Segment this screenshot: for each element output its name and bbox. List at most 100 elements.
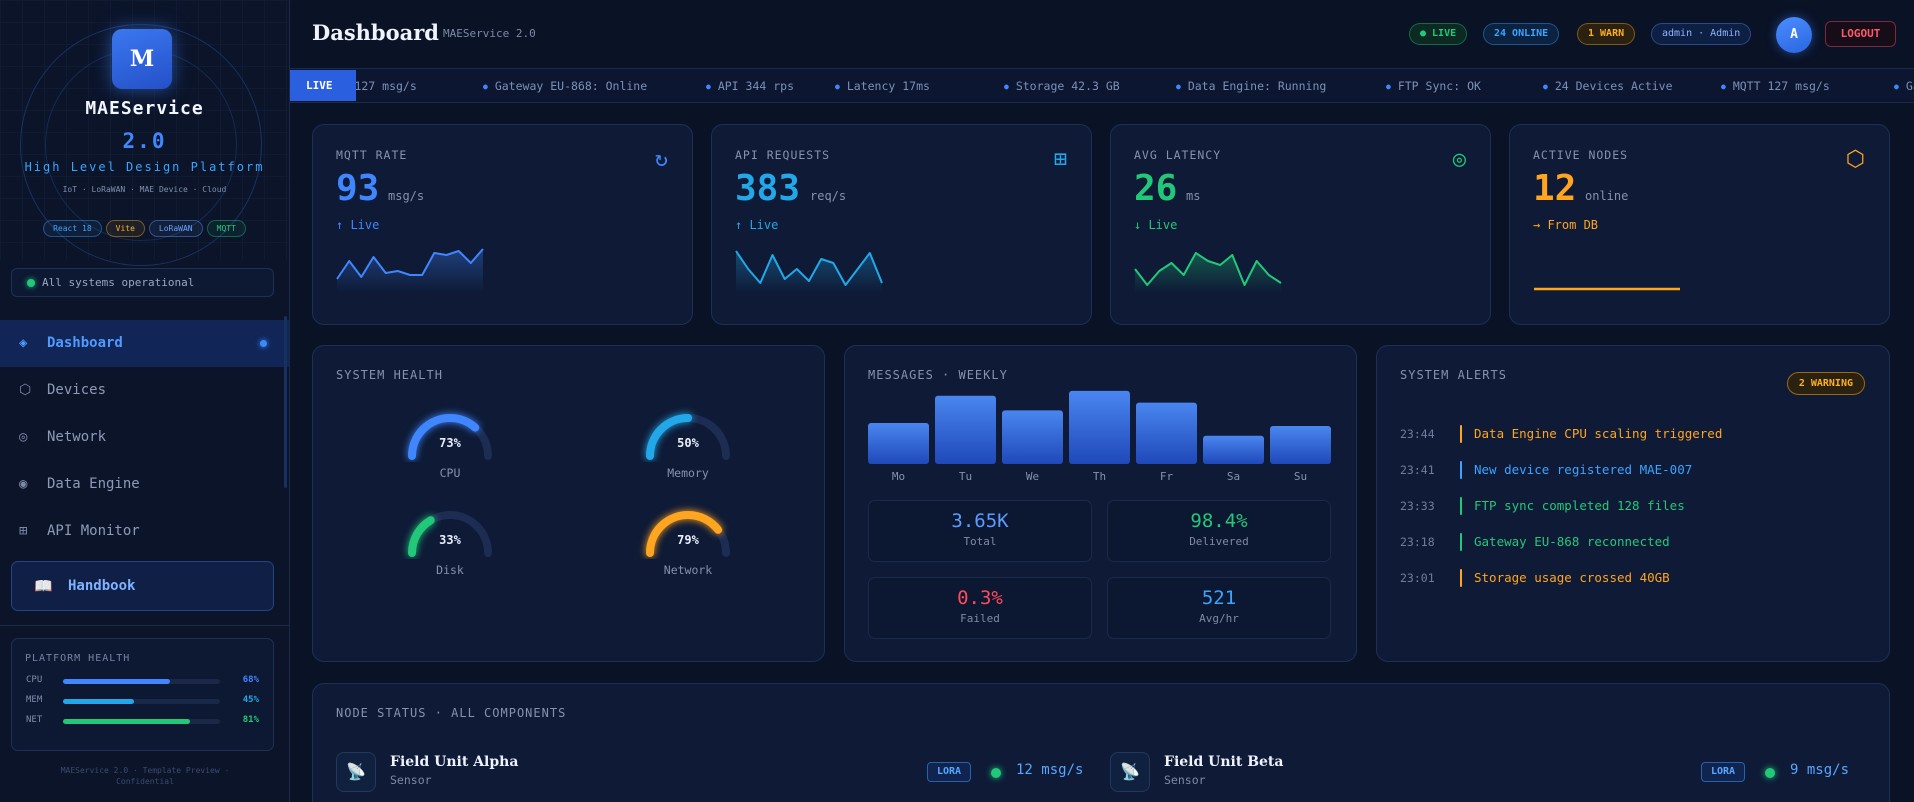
brand-logo[interactable]: M xyxy=(112,29,172,89)
stat-title: AVG LATENCY xyxy=(1134,148,1222,162)
gauge-arc xyxy=(408,414,492,460)
health-row-label: NET xyxy=(26,715,43,725)
sidebar-scrollbar[interactable] xyxy=(284,316,287,488)
bar-label: We xyxy=(1026,470,1039,483)
message-stat-label: Avg/hr xyxy=(1199,612,1239,625)
tech-chip: LoRaWAN xyxy=(148,220,203,237)
sidebar-divider xyxy=(0,625,289,626)
alert-time: 23:41 xyxy=(1400,463,1435,477)
health-row-mem: MEM 45% xyxy=(25,693,260,713)
ticker-item: FTP Sync: OK xyxy=(1386,69,1481,102)
sparkline-line xyxy=(1134,252,1282,286)
gauge-arc xyxy=(646,511,730,557)
stat-unit: req/s xyxy=(810,189,847,203)
node-row[interactable]: 📡 Field Unit Alpha Sensor LORA 12 msg/s xyxy=(336,746,1093,796)
ticker-item: Latency 17ms xyxy=(835,69,930,102)
health-row-cpu: CPU 68% xyxy=(25,673,260,693)
logout-button[interactable]: LOGOUT xyxy=(1825,21,1896,47)
gauge-label: Disk xyxy=(436,563,464,577)
health-bar xyxy=(63,719,220,724)
alert-marker xyxy=(1460,569,1462,587)
stat-value: 383 xyxy=(735,168,801,209)
hexagon-icon[interactable]: ⬡ xyxy=(1845,147,1865,172)
ticker-item: Gateway EU-868: Online xyxy=(1894,69,1914,102)
alert-marker xyxy=(1460,461,1462,479)
system-alerts-title: SYSTEM ALERTS xyxy=(1400,368,1507,382)
node-rate: 9 msg/s xyxy=(1790,762,1850,778)
stat-card-active-nodes: ACTIVE NODES 12 online → From DB ⬡ xyxy=(1509,124,1890,325)
message-stat-total: 3.65K Total xyxy=(868,500,1092,562)
platform-health-title: PLATFORM HEALTH xyxy=(25,653,131,664)
stat-title: MQTT RATE xyxy=(336,148,408,162)
stat-trend: ↑ Live xyxy=(735,218,779,232)
stat-title: API REQUESTS xyxy=(735,148,831,162)
sidebar-item-dashboard[interactable]: ◈ Dashboard xyxy=(0,320,289,367)
alert-message: FTP sync completed 128 files xyxy=(1474,498,1685,513)
bar-mo xyxy=(868,423,929,464)
health-row-label: CPU xyxy=(26,675,43,685)
sidebar-nav: ◈ Dashboard ⬡ Devices ◎ Network ◉ Data Engine ⊞ A… xyxy=(0,320,289,555)
node-type: Sensor xyxy=(1164,773,1206,787)
gauge-label: CPU xyxy=(439,466,461,480)
active-indicator xyxy=(260,340,267,347)
sparkline-area xyxy=(736,251,882,293)
sparkline-area xyxy=(337,249,483,293)
warn-badge[interactable]: 1 WARN xyxy=(1577,23,1636,45)
ticker-item: 24 Devices Active xyxy=(1543,69,1673,102)
health-row-net: NET 81% xyxy=(25,713,260,733)
sidebar-item-label: Network xyxy=(47,429,107,445)
ticker-item: Storage 42.3 GB xyxy=(1004,69,1120,102)
avatar[interactable]: A xyxy=(1776,17,1812,53)
bar-sa xyxy=(1203,435,1264,464)
handbook-button[interactable]: 📖 Handbook xyxy=(11,561,274,611)
stat-trend: → From DB xyxy=(1533,218,1599,232)
node-status-card: NODE STATUS · ALL COMPONENTS 📡 Field Unit… xyxy=(312,683,1890,802)
health-row-value: 68% xyxy=(242,675,259,685)
grid-icon[interactable]: ⊞ xyxy=(1053,147,1067,172)
sidebar-item-devices[interactable]: ⬡ Devices xyxy=(0,367,289,414)
node-row[interactable]: 📡 Field Unit Beta Sensor LORA 9 msg/s xyxy=(1110,746,1867,796)
gauge-value: 79% xyxy=(677,533,699,547)
health-bar-fill xyxy=(63,699,134,704)
gauge-fill xyxy=(408,511,492,557)
message-stat-label: Delivered xyxy=(1189,535,1249,548)
target-icon[interactable]: ◎ xyxy=(1452,147,1466,172)
sidebar-item-network[interactable]: ◎ Network xyxy=(0,414,289,461)
alert-message: Gateway EU-868 reconnected xyxy=(1474,534,1670,549)
top-header: Dashboard MAEService 2.0 ● LIVE 24 ONLIN… xyxy=(290,0,1914,69)
bar-th xyxy=(1069,390,1130,464)
sidebar-item-api-monitor[interactable]: ⊞ API Monitor xyxy=(0,508,289,555)
engine-icon: ◉ xyxy=(19,476,28,492)
ticker-item: Data Engine: Running xyxy=(1176,69,1326,102)
alert-message: Storage usage crossed 40GB xyxy=(1474,570,1670,585)
gauge-label: Network xyxy=(663,563,713,577)
gauge-fill xyxy=(646,511,730,557)
sparkline xyxy=(735,250,883,293)
online-badge: 24 ONLINE xyxy=(1483,23,1560,45)
stat-unit: online xyxy=(1585,189,1629,203)
stat-unit: msg/s xyxy=(388,189,425,203)
live-badge: ● LIVE xyxy=(1409,23,1468,45)
stat-value: 93 xyxy=(336,168,380,209)
user-badge[interactable]: admin · Admin xyxy=(1651,23,1752,45)
sidebar-item-data-engine[interactable]: ◉ Data Engine xyxy=(0,461,289,508)
gauge-fill xyxy=(646,414,730,460)
brand-tagline: High Level Design Platform xyxy=(24,160,265,174)
brand-subtitle: IoT · LoRaWAN · MAE Device · Cloud xyxy=(62,185,227,194)
sparkline-line xyxy=(735,250,883,286)
tech-chips: React 18 Vite LoRaWAN MQTT xyxy=(0,216,289,237)
refresh-icon[interactable]: ↻ xyxy=(654,147,668,172)
system-health-title: SYSTEM HEALTH xyxy=(336,368,443,382)
gauge-value: 50% xyxy=(677,436,699,450)
gauge-arc xyxy=(646,414,730,460)
gauge-label: Memory xyxy=(667,466,709,480)
brand-name: MAEService xyxy=(85,98,204,119)
system-alerts-card: SYSTEM ALERTS 2 WARNING 23:44 Data Engine… xyxy=(1376,345,1890,662)
messages-card: MESSAGES · WEEKLY Mo Tu We Th Fr Sa Su 3.65K To… xyxy=(844,345,1357,662)
stat-card-api-requests: API REQUESTS 383 req/s ↑ Live ⊞ xyxy=(711,124,1092,325)
node-status-dot xyxy=(1765,768,1775,778)
alert-marker xyxy=(1460,497,1462,515)
alert-time: 23:01 xyxy=(1400,571,1435,585)
handbook-label: Handbook xyxy=(68,578,136,594)
bar-label: Th xyxy=(1093,470,1106,483)
